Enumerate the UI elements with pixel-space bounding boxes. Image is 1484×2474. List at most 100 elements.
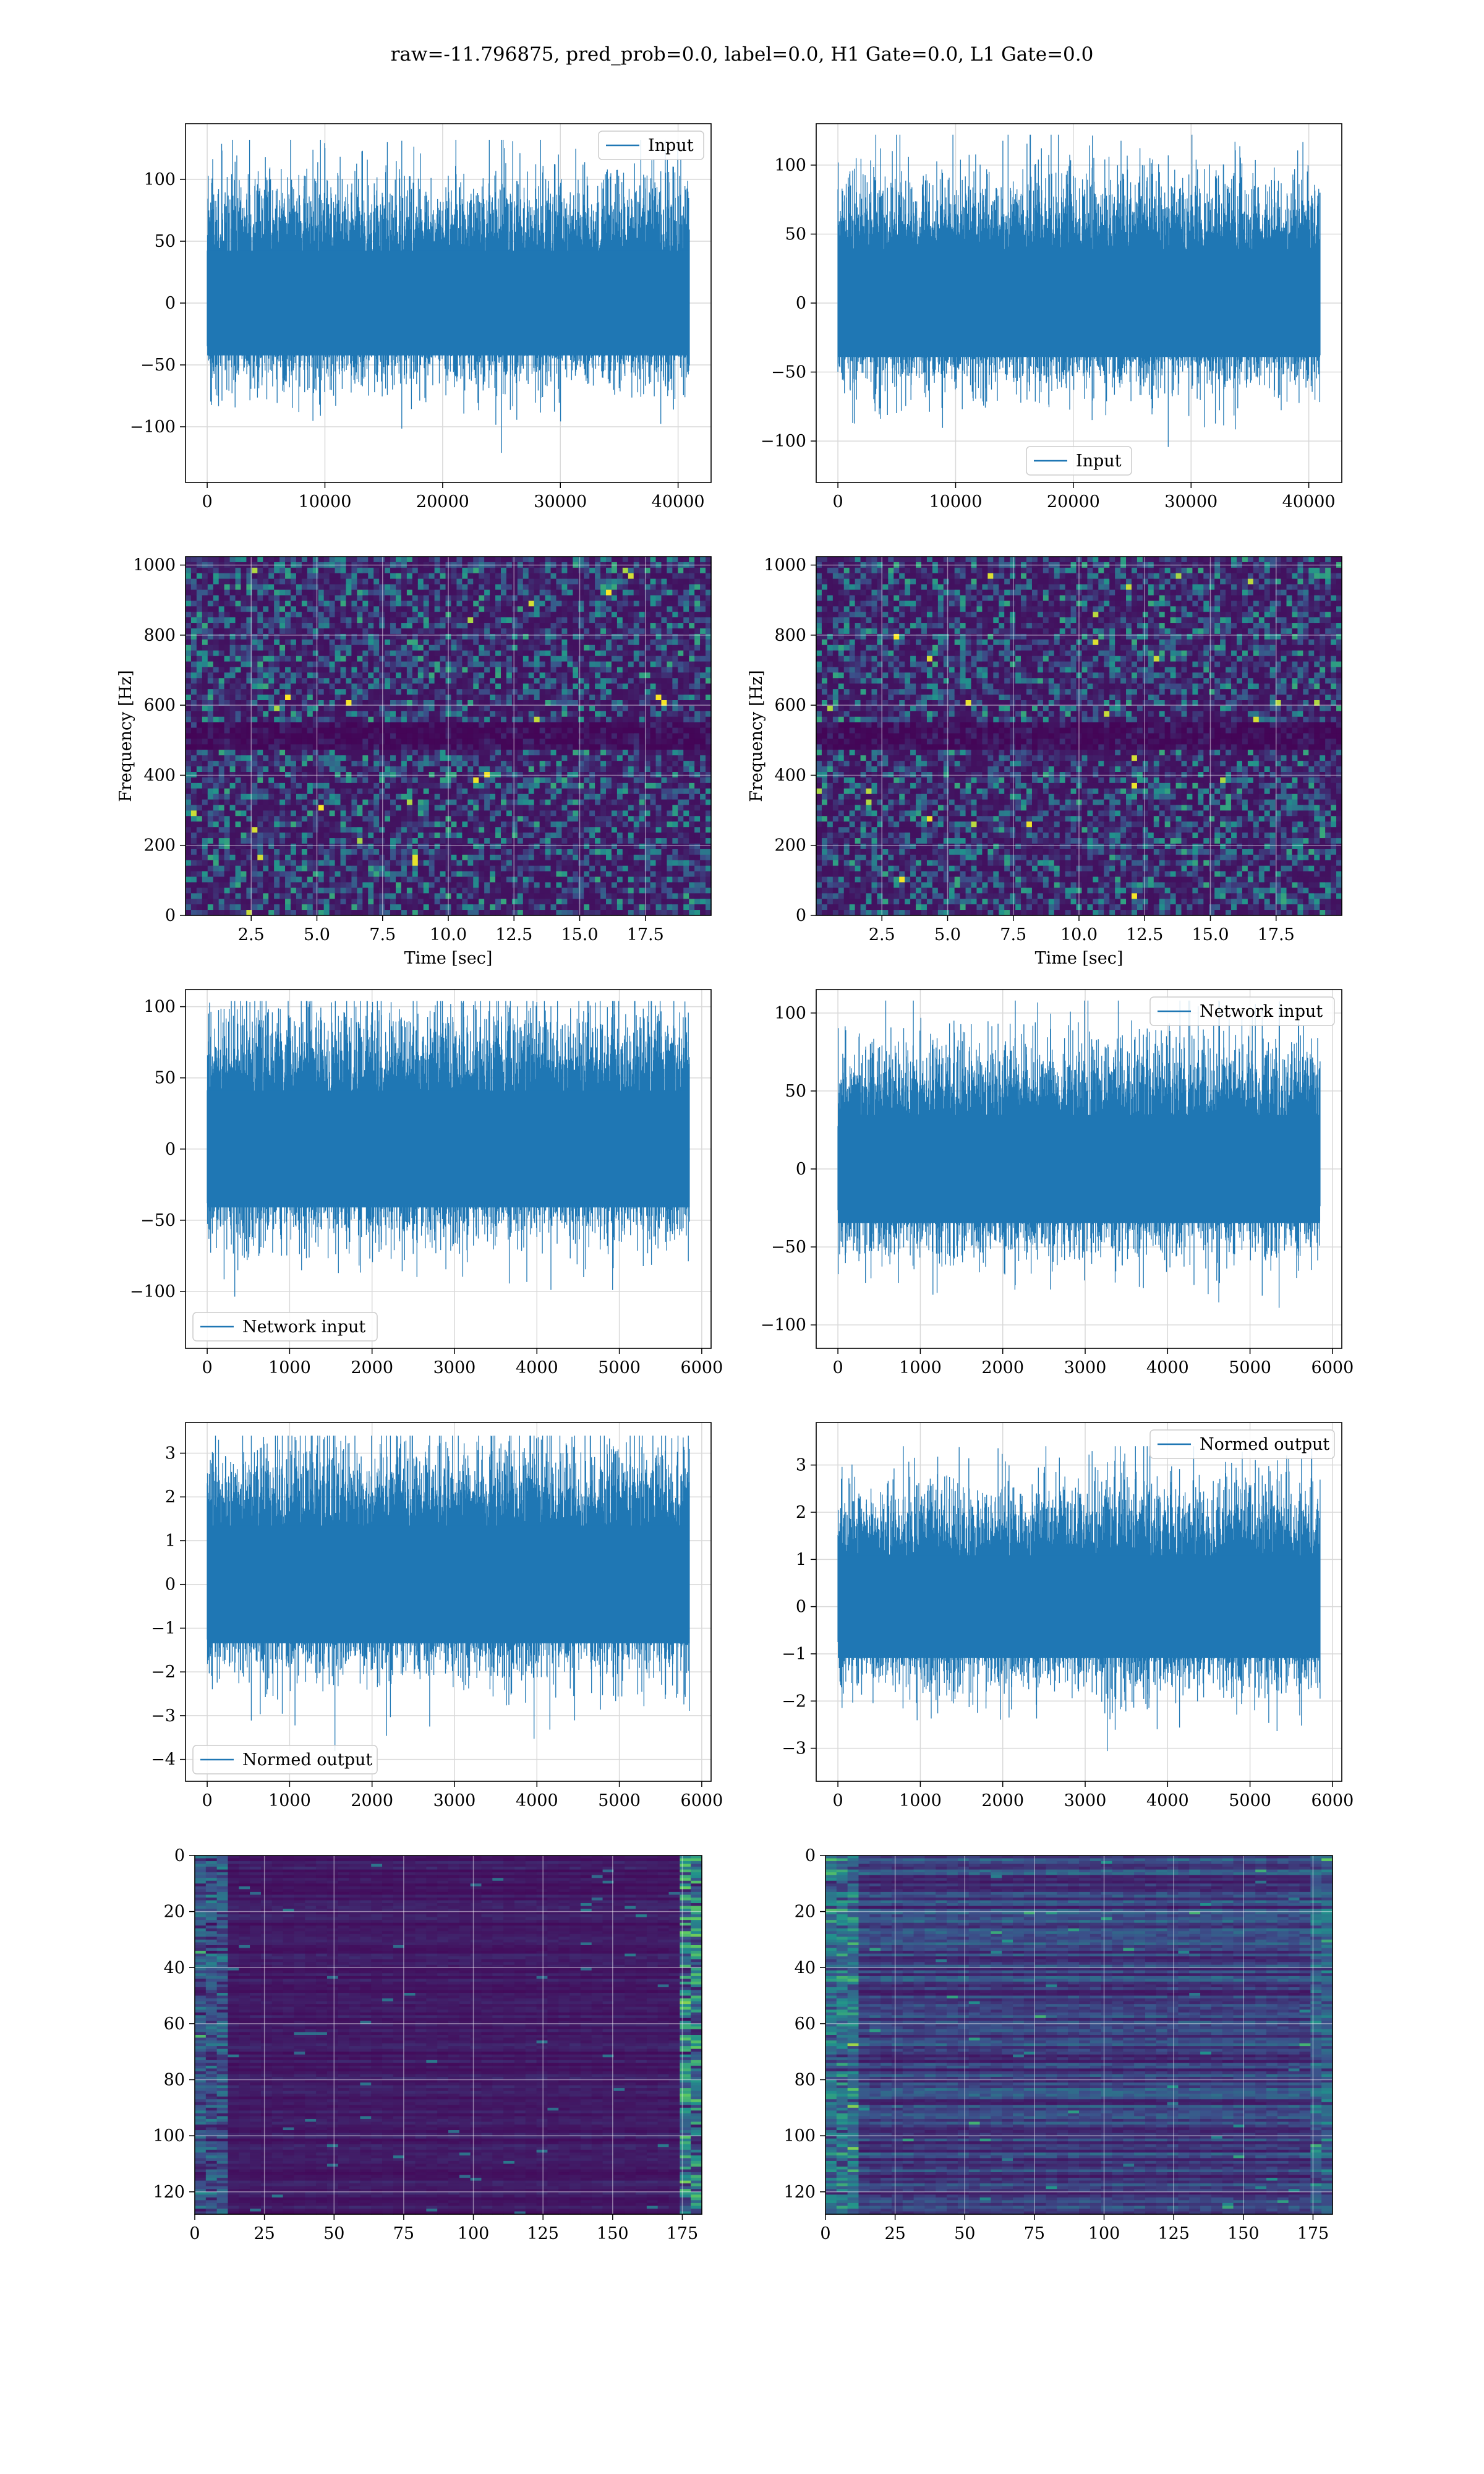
- y-tick-label: −2: [782, 1692, 806, 1711]
- series-core: [207, 1090, 689, 1208]
- x-tick-label: 100: [1088, 2224, 1120, 2243]
- y-axis-label: Frequency [Hz]: [116, 670, 135, 802]
- x-tick-label: 0: [202, 1791, 212, 1810]
- x-tick-label: 6000: [1311, 1791, 1354, 1810]
- legend-box: [192, 1312, 378, 1342]
- x-tick-label: 5.0: [304, 925, 330, 944]
- y-tick-label: 200: [143, 836, 176, 855]
- axes-frame: [816, 556, 1342, 916]
- axes-frame: [816, 123, 1342, 483]
- axes-frame: [825, 1855, 1333, 2215]
- axes-frame: [816, 1422, 1342, 1782]
- x-tick-label: 4000: [516, 1358, 558, 1377]
- y-tick-label: −3: [782, 1739, 806, 1758]
- y-tick-label: 0: [165, 294, 176, 313]
- x-axis-label: Time [sec]: [404, 949, 493, 968]
- axes-frame: [185, 989, 712, 1349]
- legend-box: [1149, 1429, 1335, 1459]
- x-tick-label: 75: [1024, 2224, 1045, 2243]
- y-tick-label: −100: [130, 1282, 176, 1301]
- x-tick-label: 4000: [1146, 1358, 1189, 1377]
- feature-map-feat_l1: 0 25 50 75 100 125 150 175 0 20 40 60 80 100 120: [783, 1846, 1333, 2243]
- x-tick-label: 10.0: [430, 925, 467, 944]
- x-tick-label: 25: [884, 2224, 905, 2243]
- legend-label: Input: [1076, 452, 1122, 471]
- y-tick-label: 800: [774, 626, 806, 645]
- y-tick-label: 3: [165, 1444, 176, 1463]
- line-plot-norm_l1: 0 1000 2000 3000 4000 5000 6000 3 2 1 0 −1 −2 −3 Norme…: [782, 1422, 1354, 1810]
- legend-label: Network input: [1200, 1002, 1323, 1021]
- x-tick-label: 50: [954, 2224, 975, 2243]
- y-tick-label: 0: [805, 1846, 816, 1865]
- series-core: [207, 250, 689, 356]
- y-tick-label: −100: [761, 1316, 806, 1335]
- x-tick-label: 0: [832, 492, 843, 511]
- x-tick-label: 6000: [681, 1358, 723, 1377]
- spectrogram-spec_l1: 2.5 5.0 7.5 10.0 12.5 15.0 17.5 0 200 400 600 800 10…: [747, 556, 1342, 968]
- x-tick-label: 40000: [652, 492, 705, 511]
- x-axis-label: Time [sec]: [1035, 949, 1124, 968]
- y-tick-label: 1000: [133, 556, 176, 575]
- axes-frame: [194, 1855, 702, 2215]
- x-tick-label: 0: [820, 2224, 830, 2243]
- series-core: [838, 1555, 1320, 1658]
- y-tick-label: 100: [153, 2126, 185, 2146]
- x-tick-label: 4000: [516, 1791, 558, 1810]
- x-tick-label: 5000: [598, 1791, 641, 1810]
- y-tick-label: 3: [796, 1456, 806, 1475]
- y-tick-label: 40: [795, 1958, 816, 1977]
- y-tick-label: 50: [155, 1069, 176, 1088]
- legend-box: [1149, 996, 1335, 1026]
- x-tick-label: 40000: [1282, 492, 1336, 511]
- x-tick-label: 2.5: [238, 925, 265, 944]
- legend-box: [598, 131, 704, 160]
- x-tick-label: 150: [1227, 2224, 1260, 2243]
- line-plot-input_h1: 0 10000 20000 30000 40000 100 50 0 −50 −100 Input: [130, 123, 712, 511]
- x-tick-label: 20000: [1047, 492, 1100, 511]
- x-tick-label: 30000: [1164, 492, 1217, 511]
- legend-label: Input: [648, 136, 694, 155]
- spectrogram-spec_h1: 2.5 5.0 7.5 10.0 12.5 15.0 17.5 0 200 400 600 800 10…: [116, 556, 712, 968]
- x-tick-label: 30000: [534, 492, 587, 511]
- y-tick-label: 1: [796, 1550, 806, 1569]
- y-tick-label: 20: [795, 1903, 816, 1922]
- line-plot-input_l1: 0 10000 20000 30000 40000 100 50 0 −50 −100 Input: [761, 123, 1342, 511]
- y-tick-label: −50: [771, 1238, 806, 1257]
- x-tick-label: 20000: [416, 492, 469, 511]
- feature-map-cells: [195, 1856, 702, 2215]
- y-tick-label: 400: [774, 766, 806, 785]
- y-tick-label: 0: [796, 1598, 806, 1617]
- axes-frame: [816, 989, 1342, 1349]
- x-tick-label: 100: [458, 2224, 490, 2243]
- x-tick-label: 125: [1158, 2224, 1190, 2243]
- x-tick-label: 12.5: [495, 925, 532, 944]
- y-tick-label: 50: [155, 232, 176, 251]
- line-plot-net_h1: 0 1000 2000 3000 4000 5000 6000 100 50 0 −50 −100 Ne…: [130, 989, 723, 1377]
- x-tick-label: 5.0: [934, 925, 961, 944]
- x-tick-label: 6000: [681, 1791, 723, 1810]
- y-tick-label: 40: [164, 1958, 185, 1977]
- x-tick-label: 3000: [433, 1791, 476, 1810]
- y-tick-label: 0: [796, 294, 806, 313]
- x-tick-label: 125: [527, 2224, 559, 2243]
- y-tick-label: 100: [783, 2126, 816, 2146]
- x-tick-label: 10000: [299, 492, 352, 511]
- x-tick-label: 1000: [899, 1791, 942, 1810]
- y-tick-label: 50: [785, 225, 806, 244]
- x-tick-label: 0: [189, 2224, 200, 2243]
- x-tick-label: 4000: [1146, 1791, 1189, 1810]
- line-plot-net_l1: 0 1000 2000 3000 4000 5000 6000 100 50 0 −50 −100 Ne…: [761, 989, 1354, 1377]
- axes-frame: [185, 123, 712, 483]
- line-plot-norm_h1: 0 1000 2000 3000 4000 5000 6000 3 2 1 0 −1 −2 −3 −4 Nor…: [151, 1422, 723, 1810]
- x-tick-label: 15.0: [1192, 925, 1229, 944]
- y-tick-label: 0: [796, 1160, 806, 1179]
- x-tick-label: 3000: [433, 1358, 476, 1377]
- series-core: [838, 249, 1320, 357]
- y-tick-label: 2: [796, 1503, 806, 1522]
- y-tick-label: 120: [153, 2183, 185, 2202]
- x-tick-label: 1000: [268, 1791, 311, 1810]
- x-tick-label: 175: [1297, 2224, 1329, 2243]
- y-tick-label: 20: [164, 1903, 185, 1922]
- axes-frame: [185, 556, 712, 916]
